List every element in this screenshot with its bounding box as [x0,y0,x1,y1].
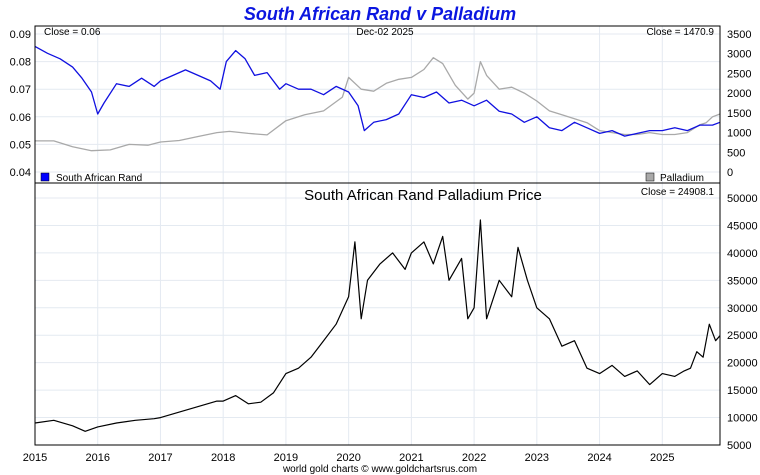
y-bottom-tick-label: 5000 [727,440,751,452]
bottom-chart-title: South African Rand Palladium Price [304,187,542,204]
legend-rand-swatch [40,172,50,182]
y-bottom-tick-label: 35000 [727,275,758,287]
x-tick-label: 2021 [399,452,423,464]
bottom-close-label: Close = 24908.1 [641,187,715,198]
x-tick-label: 2019 [274,452,298,464]
rand-palladium-price-line [34,219,721,432]
bottom-panel-series [34,219,721,432]
x-tick-label: 2022 [462,452,486,464]
x-tick-label: 2025 [650,452,674,464]
y-right-tick-label: 1500 [727,108,751,120]
y-left-tick-label: 0.08 [10,57,31,69]
chart-title: South African Rand v Palladium [244,4,516,24]
date-label: Dec-02 2025 [356,27,414,38]
y-right-tick-label: 0 [727,167,733,179]
axis-ticks: 2015 2016 2017 2018 2019 2020 2021 2022 2023 2024… [10,29,758,464]
y-right-tick-label: 2000 [727,88,751,100]
top-panel-frame [34,25,721,184]
x-tick-label: 2015 [23,452,47,464]
y-left-tick-label: 0.05 [10,139,31,151]
y-left-tick-label: 0.04 [10,167,31,179]
y-bottom-tick-label: 25000 [727,330,758,342]
bottom-panel-frame [34,182,721,446]
y-right-tick-label: 500 [727,147,745,159]
y-left-tick-label: 0.07 [10,84,31,96]
left-close-label: Close = 0.06 [44,27,101,38]
right-close-label: Close = 1470.9 [646,27,714,38]
y-bottom-tick-label: 20000 [727,358,758,370]
legend-rand-label: South African Rand [56,173,142,184]
legend-palladium-label: Palladium [660,173,704,184]
x-tick-label: 2017 [148,452,172,464]
y-left-tick-label: 0.09 [10,29,31,41]
x-tick-label: 2016 [85,452,109,464]
y-right-tick-label: 1000 [727,128,751,140]
footer-credit: world gold charts © www.goldchartsrus.co… [282,464,477,475]
top-panel-series [34,45,721,152]
top-panel-grid [34,26,720,183]
y-bottom-tick-label: 50000 [727,193,758,205]
y-right-tick-label: 2500 [727,68,751,80]
y-bottom-tick-label: 15000 [727,385,758,397]
y-bottom-tick-label: 45000 [727,220,758,232]
y-bottom-tick-label: 40000 [727,248,758,260]
y-bottom-tick-label: 30000 [727,303,758,315]
y-right-tick-label: 3000 [727,49,751,61]
bottom-panel-grid [34,183,720,446]
y-right-tick-label: 3500 [727,29,751,41]
rand-series-line [34,45,721,137]
y-bottom-tick-label: 10000 [727,413,758,425]
legend-palladium-swatch [645,172,655,182]
x-tick-label: 2020 [336,452,360,464]
y-left-tick-label: 0.06 [10,112,31,124]
x-tick-label: 2024 [587,452,611,464]
x-tick-label: 2023 [525,452,549,464]
x-tick-label: 2018 [211,452,235,464]
palladium-series-line [35,57,721,152]
